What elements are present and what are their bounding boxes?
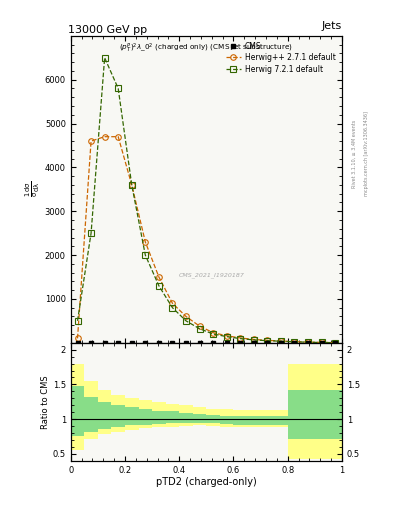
CMS (102, 339, 107, 346)
CMS (238, 339, 242, 346)
Herwig++ 2.7.1 default (333, 339, 338, 346)
CMS (265, 339, 270, 346)
CMS (292, 339, 297, 346)
Herwig++ 2.7.1 default (265, 337, 270, 344)
Herwig++ 2.7.1 default (279, 338, 283, 344)
Herwig++ 2.7.1 default (306, 339, 310, 345)
Herwig 7.2.1 default (265, 337, 270, 344)
Herwig 7.2.1 default (184, 318, 188, 324)
CMS (224, 339, 229, 346)
Herwig 7.2.1 default (170, 305, 175, 311)
Herwig++ 2.7.1 default (143, 239, 148, 245)
CMS (184, 339, 188, 346)
CMS (129, 339, 134, 346)
Herwig 7.2.1 default (333, 339, 338, 346)
CMS (143, 339, 148, 346)
Herwig++ 2.7.1 default (224, 333, 229, 339)
CMS (75, 339, 80, 346)
Herwig 7.2.1 default (279, 338, 283, 344)
Herwig 7.2.1 default (238, 335, 242, 342)
Text: mcplots.cern.ch [arXiv:1306.3436]: mcplots.cern.ch [arXiv:1306.3436] (364, 111, 369, 196)
CMS (211, 339, 215, 346)
Text: 13000 GeV pp: 13000 GeV pp (68, 25, 147, 35)
CMS (116, 339, 121, 346)
CMS (197, 339, 202, 346)
CMS (252, 339, 256, 346)
CMS (89, 339, 94, 346)
CMS (156, 339, 161, 346)
Herwig 7.2.1 default (116, 86, 121, 92)
Herwig 7.2.1 default (252, 337, 256, 343)
CMS (319, 339, 324, 346)
Text: CMS_2021_I1920187: CMS_2021_I1920187 (179, 272, 245, 278)
Herwig++ 2.7.1 default (129, 182, 134, 188)
Herwig 7.2.1 default (224, 333, 229, 339)
Herwig 7.2.1 default (197, 326, 202, 332)
Herwig 7.2.1 default (129, 182, 134, 188)
Herwig++ 2.7.1 default (238, 335, 242, 341)
Herwig 7.2.1 default (211, 331, 215, 337)
Line: Herwig++ 2.7.1 default: Herwig++ 2.7.1 default (75, 134, 338, 346)
Herwig++ 2.7.1 default (292, 338, 297, 345)
CMS (333, 339, 338, 346)
Herwig 7.2.1 default (306, 339, 310, 345)
Herwig 7.2.1 default (75, 318, 80, 324)
Herwig++ 2.7.1 default (156, 274, 161, 280)
Herwig 7.2.1 default (143, 252, 148, 258)
Herwig++ 2.7.1 default (211, 330, 215, 336)
Herwig 7.2.1 default (102, 55, 107, 61)
Herwig++ 2.7.1 default (197, 323, 202, 329)
Legend: CMS, Herwig++ 2.7.1 default, Herwig 7.2.1 default: CMS, Herwig++ 2.7.1 default, Herwig 7.2.… (224, 39, 338, 76)
CMS (306, 339, 310, 346)
Herwig 7.2.1 default (292, 339, 297, 345)
CMS (279, 339, 283, 346)
Herwig++ 2.7.1 default (102, 134, 107, 140)
Herwig++ 2.7.1 default (319, 339, 324, 346)
Text: $(p_T^P)^2\lambda\_0^2$ (charged only) (CMS jet substructure): $(p_T^P)^2\lambda\_0^2$ (charged only) (… (119, 42, 293, 55)
Herwig++ 2.7.1 default (116, 134, 121, 140)
Herwig 7.2.1 default (156, 283, 161, 289)
X-axis label: pTD2 (charged-only): pTD2 (charged-only) (156, 477, 257, 487)
Y-axis label: Ratio to CMS: Ratio to CMS (41, 375, 50, 429)
CMS (170, 339, 175, 346)
Y-axis label: $\mathregular{\frac{1}{\sigma}\frac{\mathrm{d}\sigma}{\mathrm{d}\lambda}}$: $\mathregular{\frac{1}{\sigma}\frac{\mat… (24, 181, 42, 198)
Herwig++ 2.7.1 default (184, 313, 188, 319)
Herwig++ 2.7.1 default (170, 300, 175, 306)
Herwig++ 2.7.1 default (252, 336, 256, 343)
Herwig 7.2.1 default (89, 230, 94, 236)
Line: CMS: CMS (75, 340, 338, 345)
Herwig++ 2.7.1 default (89, 138, 94, 144)
Line: Herwig 7.2.1 default: Herwig 7.2.1 default (75, 55, 338, 346)
Herwig++ 2.7.1 default (75, 335, 80, 342)
Herwig 7.2.1 default (319, 339, 324, 346)
Text: Rivet 3.1.10, ≥ 3.4M events: Rivet 3.1.10, ≥ 3.4M events (352, 119, 357, 188)
Text: Jets: Jets (321, 21, 342, 31)
